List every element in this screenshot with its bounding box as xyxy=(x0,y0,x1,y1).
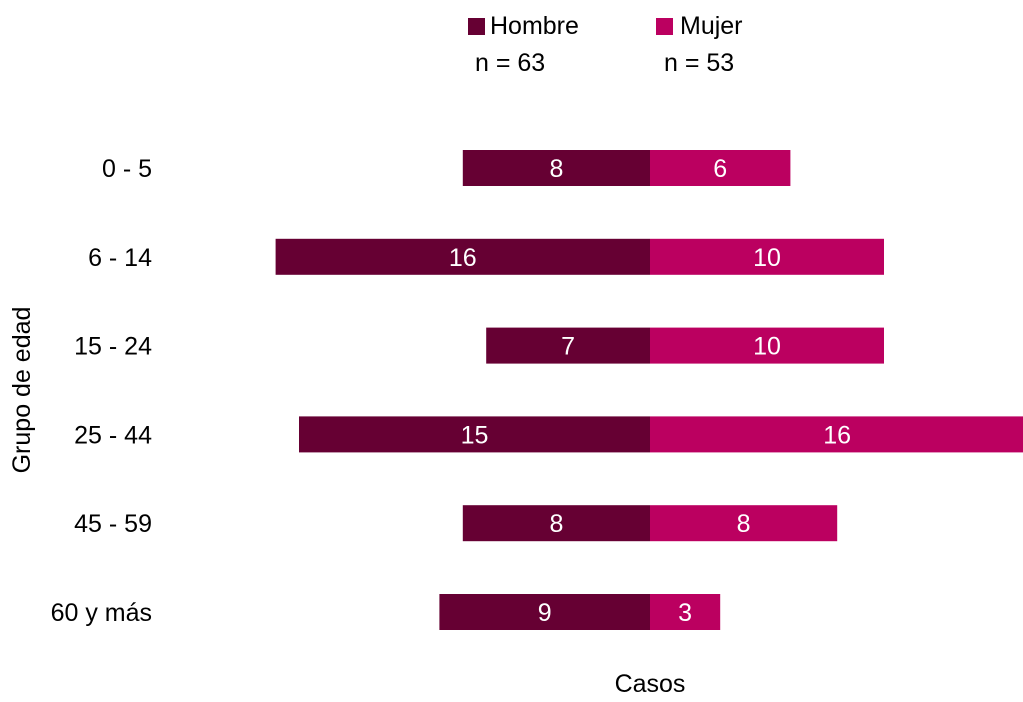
bar-value-hombre-0-5: 8 xyxy=(549,155,563,183)
bar-hombre-25-44 xyxy=(299,416,650,453)
category-labels: 0 - 5 6 - 14 15 - 24 25 - 44 45 - 59 60 y más xyxy=(51,155,153,627)
bar-mujer-45-59 xyxy=(650,505,838,542)
category-label-60-y-m-s: 60 y más xyxy=(51,599,152,627)
category-label-25-44: 25 - 44 xyxy=(74,421,152,449)
bar-value-hombre-6-14: 16 xyxy=(449,244,477,272)
bar-value-hombre-45-59: 8 xyxy=(549,510,563,538)
bar-hombre-45-59 xyxy=(462,505,650,542)
legend-label-mujer: Mujer xyxy=(680,12,743,40)
category-label-0-5: 0 - 5 xyxy=(102,155,152,183)
bar-value-mujer-6-14: 10 xyxy=(753,244,781,272)
bar-value-mujer-25-44: 16 xyxy=(823,421,851,449)
bar-value-mujer-15-24: 10 xyxy=(753,333,781,361)
bar-value-mujer-60-y-m-s: 3 xyxy=(678,599,692,627)
legend-swatch-mujer xyxy=(656,18,673,35)
bar-value-mujer-45-59: 8 xyxy=(737,510,751,538)
bar-value-hombre-25-44: 15 xyxy=(461,421,489,449)
bar-mujer-6-14 xyxy=(650,238,884,275)
legend-swatch-hombre xyxy=(468,18,485,35)
legend: Hombre n = 63 Mujer n = 53 xyxy=(468,12,743,77)
bar-value-hombre-60-y-m-s: 9 xyxy=(538,599,552,627)
bar-hombre-0-5 xyxy=(462,150,650,186)
bar-hombre-15-24 xyxy=(486,327,650,364)
bar-mujer-0-5 xyxy=(650,150,791,186)
category-label-6-14: 6 - 14 xyxy=(88,244,152,272)
category-label-15-24: 15 - 24 xyxy=(74,333,152,361)
bar-hombre-6-14 xyxy=(275,238,650,275)
y-axis-title: Grupo de edad xyxy=(8,307,36,474)
legend-count-mujer: n = 53 xyxy=(664,49,734,77)
bars-group: 8 6 16 10 7 10 15 16 8 8 9 3 xyxy=(275,150,1023,630)
bar-mujer-25-44 xyxy=(650,416,1023,453)
category-label-45-59: 45 - 59 xyxy=(74,510,152,538)
bar-mujer-60-y-m-s xyxy=(650,594,721,630)
bar-value-hombre-15-24: 7 xyxy=(561,333,575,361)
x-axis-title: Casos xyxy=(615,670,686,697)
bar-hombre-60-y-m-s xyxy=(439,594,650,630)
bar-value-mujer-0-5: 6 xyxy=(713,155,727,183)
bar-mujer-15-24 xyxy=(650,327,884,364)
legend-label-hombre: Hombre xyxy=(490,12,579,40)
legend-count-hombre: n = 63 xyxy=(475,49,545,77)
